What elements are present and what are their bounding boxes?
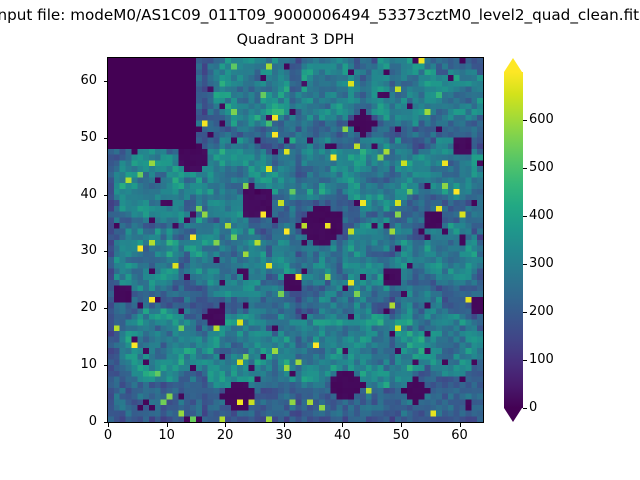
x-tick-mark xyxy=(283,423,285,427)
colorbar-extend-top-arrow xyxy=(504,58,522,72)
x-tick-label: 30 xyxy=(275,428,293,443)
x-tick-label: 40 xyxy=(334,428,351,443)
x-tick-mark xyxy=(225,423,227,427)
colorbar-gradient xyxy=(504,72,523,408)
colorbar-tick-label: 500 xyxy=(529,160,554,175)
y-tick-mark xyxy=(104,251,108,253)
colorbar-tick-mark xyxy=(523,264,527,265)
y-tick-label: 0 xyxy=(88,414,97,429)
axis-spine-left xyxy=(107,58,108,423)
colorbar-tick-mark xyxy=(523,408,527,409)
colorbar-tick-mark xyxy=(523,216,527,217)
colorbar-tick-mark xyxy=(523,168,527,169)
figure-suptitle-text: Input file: modeM0/AS1C09_011T09_9000006… xyxy=(0,6,640,24)
x-tick-label: 10 xyxy=(158,428,175,443)
y-tick-label: 50 xyxy=(80,129,97,145)
colorbar[interactable] xyxy=(504,58,523,422)
colorbar-tick-label: 400 xyxy=(529,208,554,223)
axis-spine-top xyxy=(107,57,484,58)
x-tick-mark xyxy=(166,423,168,427)
colorbar-body xyxy=(504,72,523,408)
x-tick-label: 20 xyxy=(216,428,234,443)
page-title: Quadrant 3 DPH xyxy=(236,32,355,48)
colorbar-extend-bottom-arrow xyxy=(504,408,522,422)
x-tick-label: 50 xyxy=(392,428,410,443)
y-tick-label: 60 xyxy=(80,72,97,88)
x-tick-mark xyxy=(108,423,109,427)
y-tick-label: 10 xyxy=(80,357,97,373)
y-tick-label: 40 xyxy=(80,186,97,202)
y-tick-mark xyxy=(104,80,108,82)
x-tick-mark xyxy=(459,423,461,427)
colorbar-tick-label: 600 xyxy=(529,112,554,127)
heatmap-axes[interactable] xyxy=(108,58,483,422)
axis-spine-right xyxy=(483,58,484,423)
x-tick-label: 0 xyxy=(103,428,113,443)
y-tick-label: 20 xyxy=(80,300,97,316)
colorbar-tick-label: 100 xyxy=(529,352,554,367)
y-tick-mark xyxy=(104,137,108,139)
colorbar-tick-label: 200 xyxy=(529,304,554,319)
figure-suptitle: Input file: modeM0/AS1C09_011T09_9000006… xyxy=(0,5,640,27)
x-tick-mark xyxy=(342,423,344,427)
colorbar-tick-mark xyxy=(523,312,527,313)
colorbar-tick-mark xyxy=(523,360,527,361)
y-tick-mark xyxy=(104,365,108,367)
colorbar-tick-label: 0 xyxy=(529,400,538,415)
y-tick-mark xyxy=(104,308,108,310)
axis-spine-bottom xyxy=(107,422,484,423)
x-tick-label: 60 xyxy=(451,428,468,443)
x-tick-mark xyxy=(400,423,402,427)
y-tick-label: 30 xyxy=(80,243,97,259)
colorbar-tick-mark xyxy=(523,120,527,121)
y-tick-mark xyxy=(104,422,108,423)
y-tick-mark xyxy=(104,194,108,196)
heatmap-image[interactable] xyxy=(108,58,483,422)
colorbar-tick-label: 300 xyxy=(529,256,554,271)
